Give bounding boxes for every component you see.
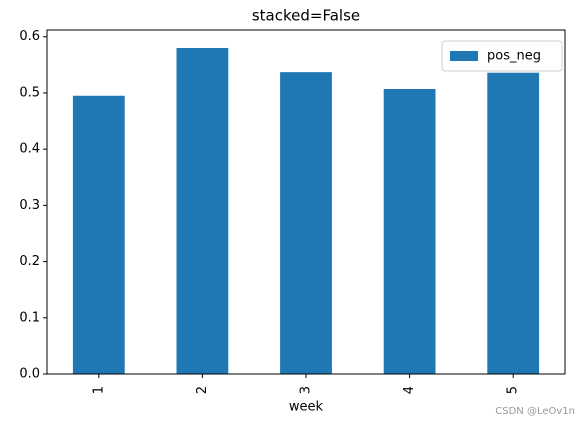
x-tick-label: 4 <box>402 386 417 394</box>
chart-title: stacked=False <box>252 7 360 25</box>
bar <box>487 72 540 374</box>
x-tick-label: 1 <box>91 386 106 394</box>
y-tick-label: 0.4 <box>19 142 40 157</box>
x-axis-label: week <box>289 400 324 415</box>
y-tick-label: 0.5 <box>19 85 40 100</box>
y-tick-label: 0.3 <box>19 198 40 213</box>
bar <box>383 89 436 375</box>
legend-box <box>441 40 563 72</box>
x-tick-label: 2 <box>195 386 210 394</box>
plot-frame <box>46 29 566 375</box>
legend-label: pos_neg <box>487 49 541 64</box>
x-tick-label: 5 <box>506 386 521 394</box>
legend-swatch <box>450 51 478 61</box>
bar <box>72 95 125 374</box>
bar <box>280 72 332 374</box>
y-tick-label: 0.0 <box>19 367 40 382</box>
watermark: CSDN @LeOv1n <box>495 406 575 417</box>
legend: pos_neg <box>441 40 563 72</box>
x-tick-label: 3 <box>299 386 314 394</box>
y-tick-label: 0.1 <box>19 310 40 325</box>
y-tick-label: 0.2 <box>19 254 40 269</box>
y-tick-label: 0.6 <box>19 29 40 44</box>
bar <box>176 47 229 374</box>
